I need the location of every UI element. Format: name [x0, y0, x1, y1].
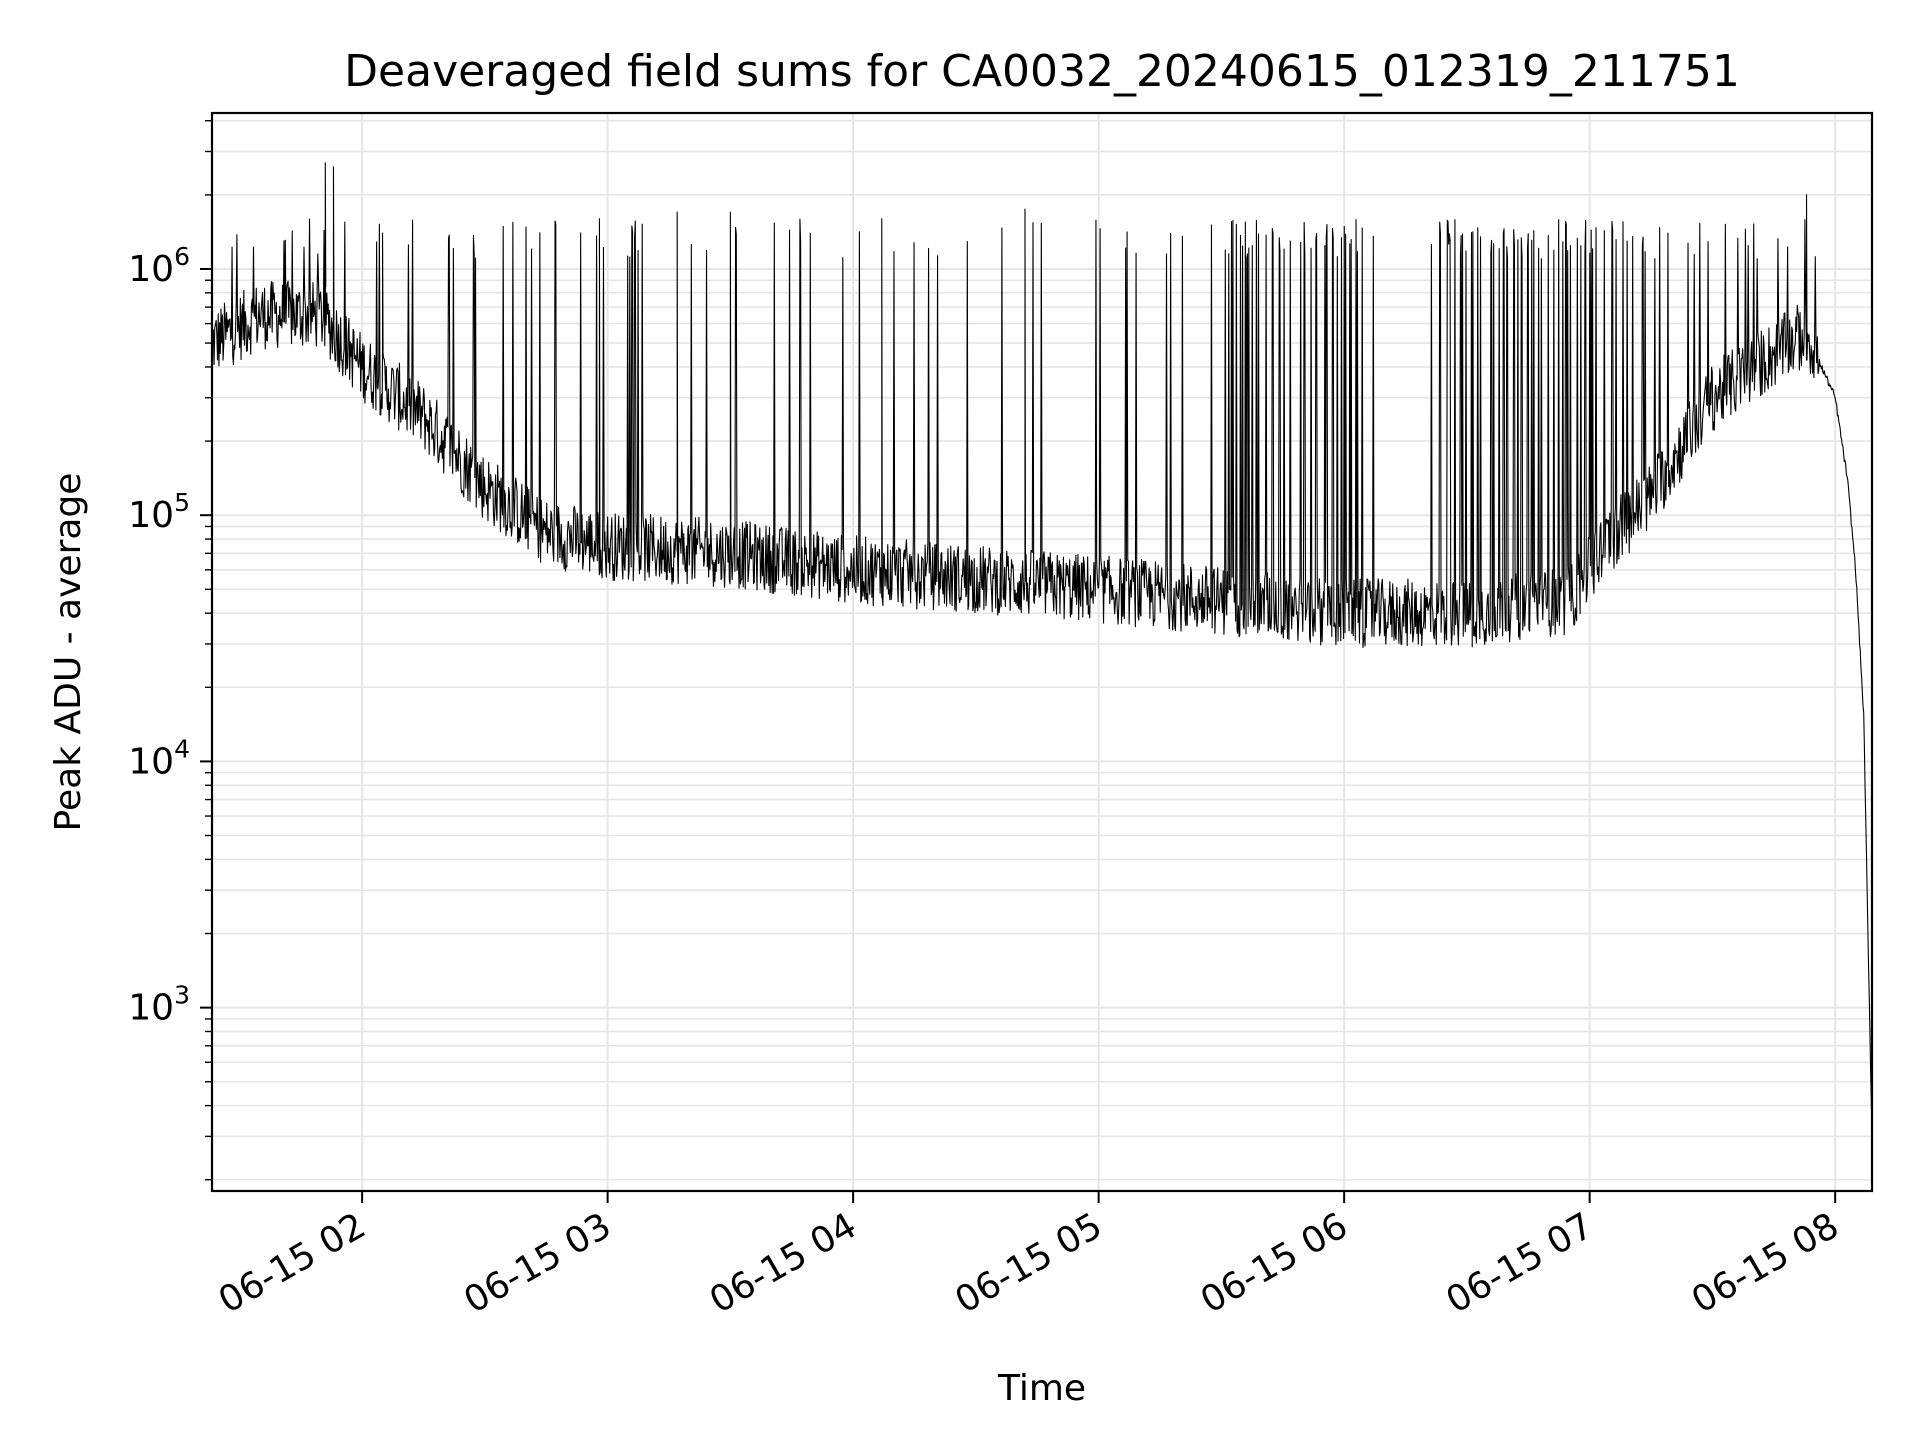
- x-axis-label: Time: [997, 1368, 1086, 1409]
- y-tick-label: 103: [128, 981, 190, 1029]
- y-axis-label: Peak ADU - average: [48, 473, 89, 832]
- chart-title: Deaveraged field sums for CA0032_2024061…: [344, 46, 1740, 97]
- y-tick-label: 105: [128, 488, 190, 536]
- data-line: [211, 162, 1873, 1137]
- y-tick-label: 104: [128, 734, 190, 782]
- y-axis-ticks: 103 104 105 106: [128, 120, 212, 1181]
- y-tick-label: 106: [128, 242, 190, 290]
- axes-frame: [210, 111, 1874, 1193]
- data-line-group: [211, 162, 1873, 1137]
